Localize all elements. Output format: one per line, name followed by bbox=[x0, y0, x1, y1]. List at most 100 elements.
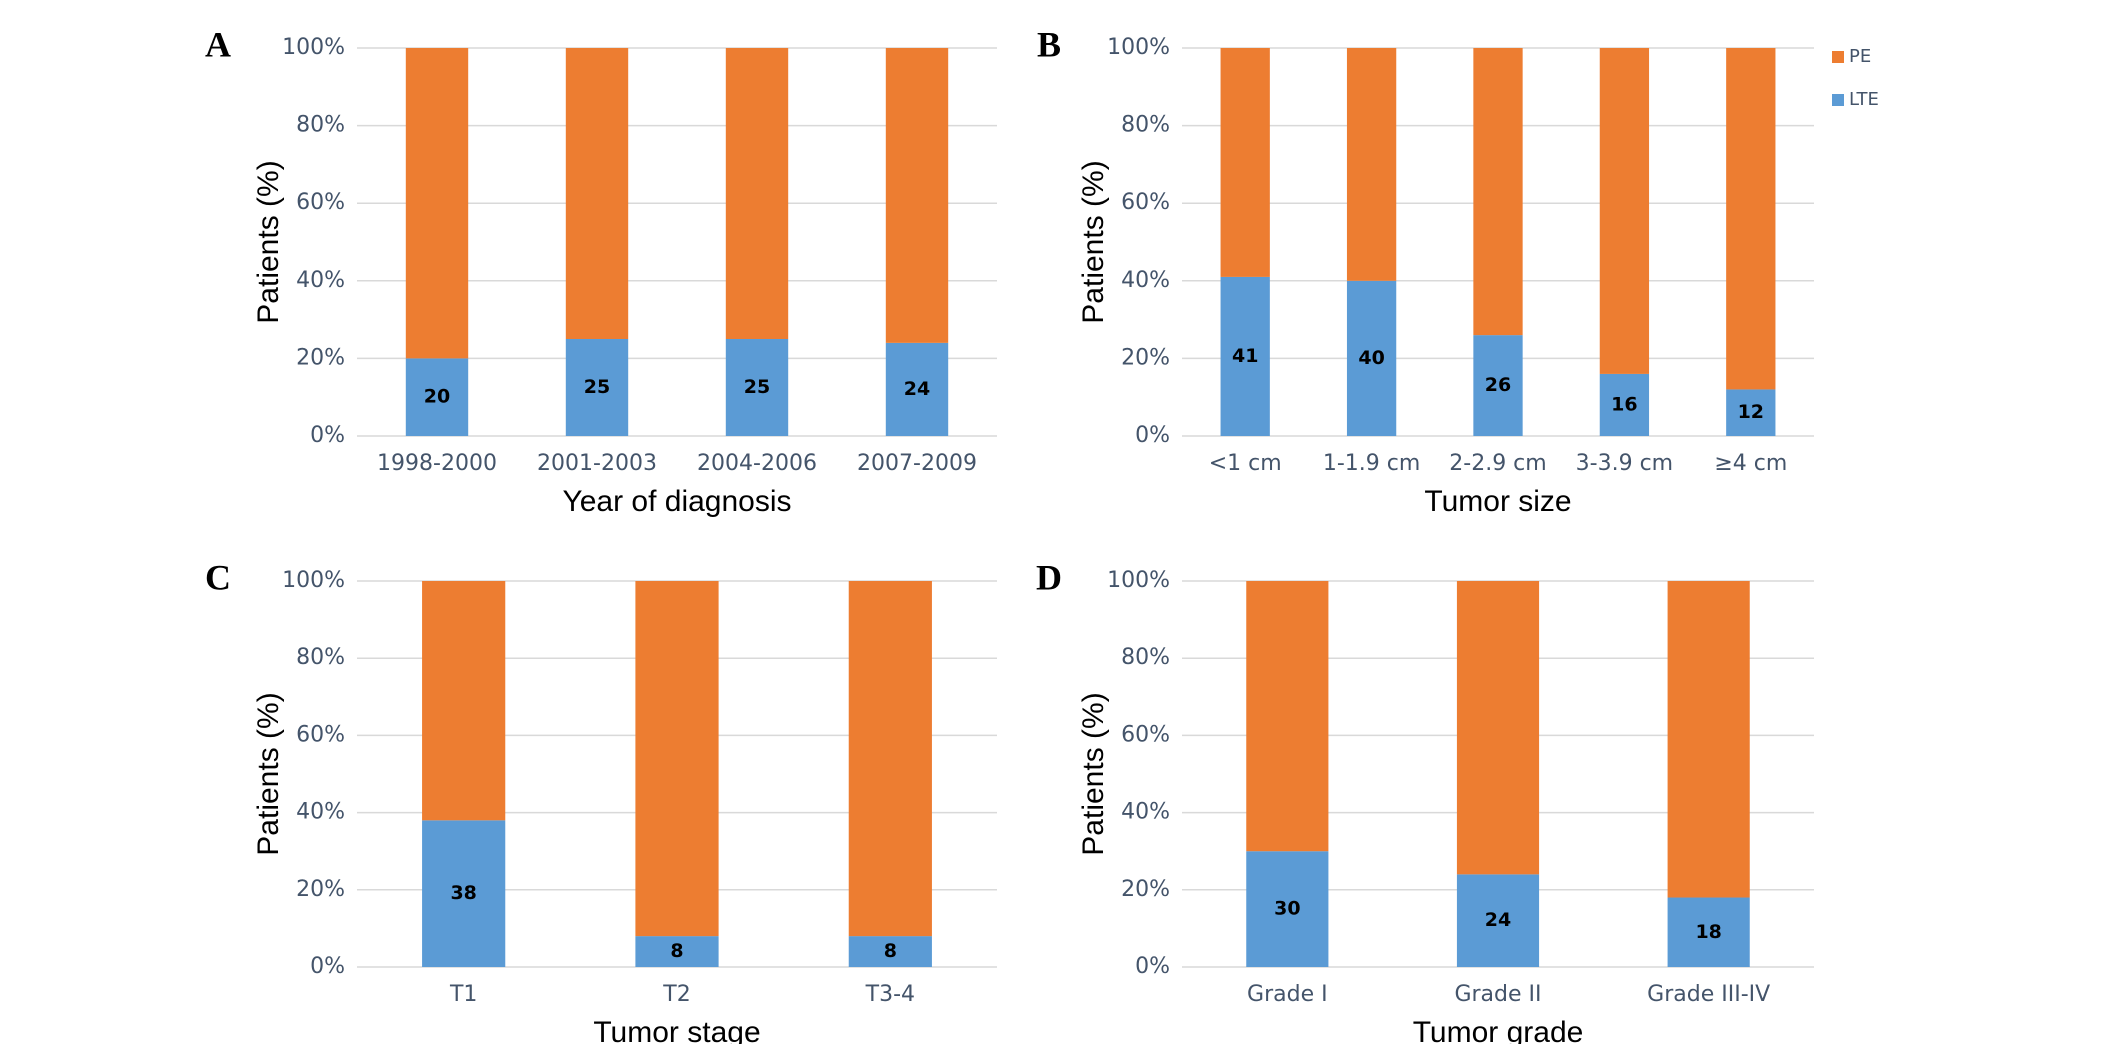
bar-segment bbox=[725, 48, 789, 339]
y-tick-label: 80% bbox=[1121, 113, 1170, 138]
data-label: 18 bbox=[1695, 921, 1721, 943]
x-axis-title: Tumor size bbox=[1424, 485, 1571, 518]
x-tick-label: 2-2.9 cm bbox=[1449, 451, 1546, 476]
bar-segment bbox=[1599, 48, 1650, 374]
y-tick-label: 100% bbox=[1107, 35, 1170, 60]
x-tick-label: 2004-2006 bbox=[697, 451, 817, 476]
bar-segment bbox=[1667, 897, 1750, 967]
bar-segment bbox=[405, 358, 469, 436]
y-tick-label: 80% bbox=[296, 113, 345, 138]
data-label: 30 bbox=[1274, 898, 1300, 920]
data-label: 24 bbox=[904, 378, 930, 400]
legend-swatch bbox=[1832, 51, 1844, 63]
data-label: 16 bbox=[1611, 393, 1637, 415]
panel-letter: C bbox=[205, 557, 231, 597]
y-tick-label: 0% bbox=[310, 423, 345, 448]
x-tick-label: 2001-2003 bbox=[537, 451, 657, 476]
x-tick-label: Grade II bbox=[1454, 982, 1541, 1007]
y-tick-label: 80% bbox=[296, 645, 345, 670]
x-axis-title: Tumor grade bbox=[1413, 1016, 1584, 1044]
x-tick-label: T3-4 bbox=[865, 982, 915, 1007]
y-tick-label: 100% bbox=[282, 568, 345, 593]
x-axis-title: Year of diagnosis bbox=[562, 485, 791, 518]
legend-label: LTE bbox=[1849, 89, 1879, 110]
data-label: 25 bbox=[584, 376, 610, 398]
x-tick-label: T2 bbox=[662, 982, 690, 1007]
x-tick-label: Grade I bbox=[1247, 982, 1328, 1007]
bar-segment bbox=[1726, 48, 1776, 390]
bar-segment bbox=[1246, 851, 1329, 967]
bar-segment bbox=[885, 342, 949, 436]
y-tick-label: 40% bbox=[1121, 268, 1170, 293]
bar-segment bbox=[565, 339, 629, 436]
x-tick-label: 1-1.9 cm bbox=[1323, 451, 1420, 476]
y-tick-label: 100% bbox=[282, 35, 345, 60]
y-tick-label: 0% bbox=[1135, 954, 1170, 979]
bar-segment bbox=[1473, 48, 1523, 336]
bar-segment bbox=[1220, 276, 1270, 436]
bar-segment bbox=[1667, 581, 1750, 898]
bar-segment bbox=[635, 581, 719, 937]
data-label: 12 bbox=[1738, 401, 1764, 423]
y-axis-title: Patients (%) bbox=[1077, 692, 1110, 855]
bar-segment bbox=[405, 48, 469, 359]
y-tick-label: 0% bbox=[310, 954, 345, 979]
bar-segment bbox=[725, 339, 789, 436]
x-tick-label: ≥4 cm bbox=[1714, 451, 1787, 476]
y-tick-label: 60% bbox=[1121, 722, 1170, 747]
data-label: 8 bbox=[670, 940, 683, 962]
panel-letter: A bbox=[205, 24, 231, 64]
x-tick-label: 3-3.9 cm bbox=[1576, 451, 1673, 476]
data-label: 20 bbox=[424, 386, 450, 408]
bar-segment bbox=[1599, 373, 1650, 436]
bar-segment bbox=[565, 48, 629, 339]
data-label: 26 bbox=[1485, 374, 1511, 396]
data-label: 38 bbox=[450, 882, 476, 904]
x-tick-label: 1998-2000 bbox=[377, 451, 497, 476]
y-tick-label: 80% bbox=[1121, 645, 1170, 670]
bar-segment bbox=[1473, 335, 1523, 436]
bar-segment bbox=[422, 581, 506, 821]
x-tick-label: T1 bbox=[449, 982, 477, 1007]
legend-label: PE bbox=[1849, 46, 1871, 67]
x-tick-label: 2007-2009 bbox=[857, 451, 977, 476]
panel-letter: B bbox=[1037, 24, 1061, 64]
y-tick-label: 60% bbox=[296, 190, 345, 215]
bar-segment bbox=[1726, 389, 1776, 436]
y-tick-label: 60% bbox=[1121, 190, 1170, 215]
y-tick-label: 100% bbox=[1107, 568, 1170, 593]
x-tick-label: <1 cm bbox=[1209, 451, 1282, 476]
y-tick-label: 60% bbox=[296, 722, 345, 747]
y-tick-label: 40% bbox=[1121, 800, 1170, 825]
bar-segment bbox=[1346, 48, 1397, 281]
bar-segment bbox=[635, 936, 719, 967]
data-label: 41 bbox=[1232, 345, 1258, 367]
y-tick-label: 0% bbox=[1135, 423, 1170, 448]
y-tick-label: 20% bbox=[1121, 345, 1170, 370]
y-axis-title: Patients (%) bbox=[1077, 160, 1110, 323]
bar-segment bbox=[848, 581, 932, 937]
y-tick-label: 20% bbox=[296, 345, 345, 370]
data-label: 8 bbox=[884, 940, 897, 962]
y-axis-title: Patients (%) bbox=[252, 160, 285, 323]
bar-segment bbox=[848, 936, 932, 967]
data-label: 40 bbox=[1358, 347, 1384, 369]
bar-segment bbox=[1456, 874, 1540, 967]
bar-segment bbox=[422, 820, 506, 967]
bar-segment bbox=[885, 48, 949, 343]
y-tick-label: 20% bbox=[1121, 877, 1170, 902]
y-tick-label: 20% bbox=[296, 877, 345, 902]
data-label: 25 bbox=[744, 376, 770, 398]
panel-letter: D bbox=[1036, 557, 1062, 597]
bar-segment bbox=[1346, 280, 1397, 436]
bar-segment bbox=[1220, 48, 1270, 277]
y-axis-title: Patients (%) bbox=[252, 692, 285, 855]
bar-segment bbox=[1246, 581, 1329, 852]
y-tick-label: 40% bbox=[296, 268, 345, 293]
data-label: 24 bbox=[1485, 909, 1511, 931]
y-tick-label: 40% bbox=[296, 800, 345, 825]
bar-segment bbox=[1456, 581, 1540, 875]
x-tick-label: Grade III-IV bbox=[1647, 982, 1770, 1007]
x-axis-title: Tumor stage bbox=[593, 1016, 760, 1044]
